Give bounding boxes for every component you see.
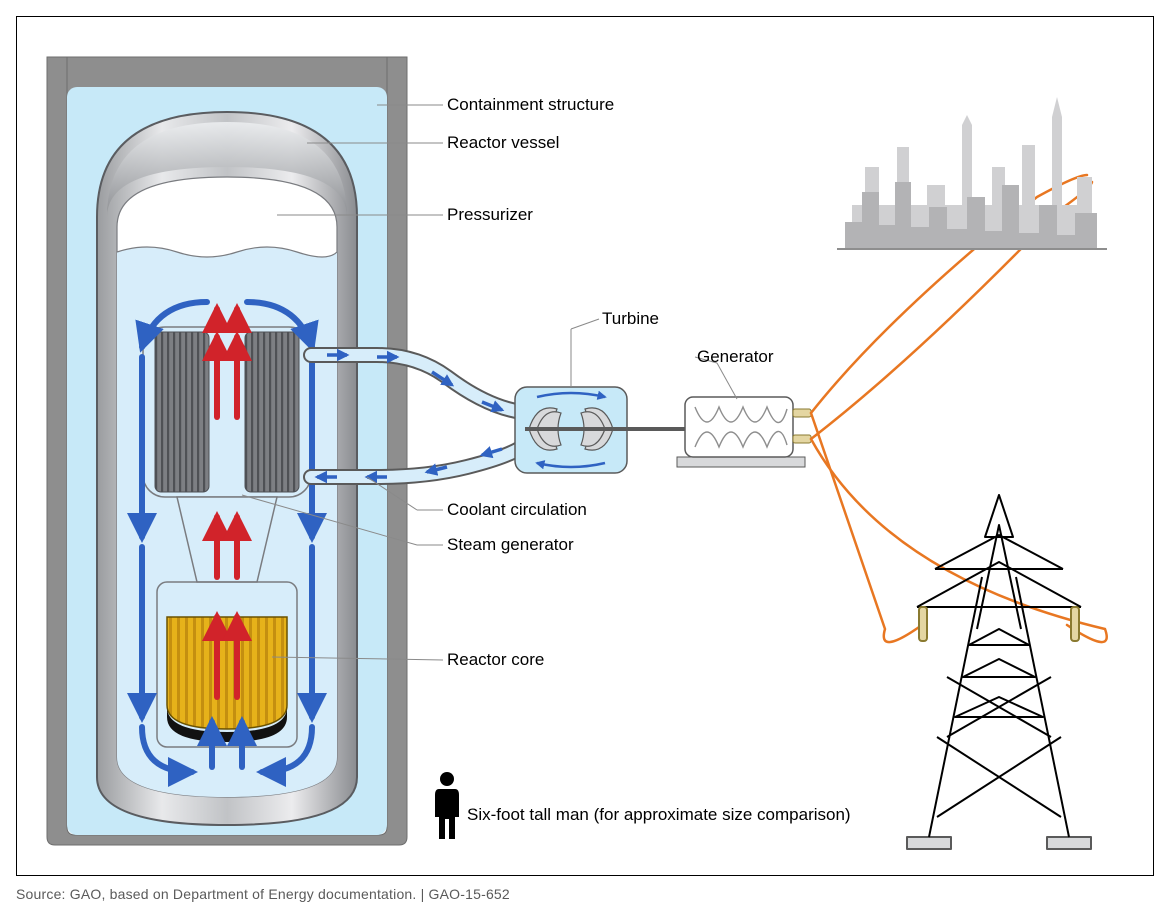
- label-reactor-vessel: Reactor vessel: [447, 133, 559, 153]
- city-skyline: [837, 97, 1107, 249]
- label-reactor-core: Reactor core: [447, 650, 544, 670]
- diagram-svg: [17, 17, 1153, 875]
- turbine: [515, 387, 685, 473]
- label-pressurizer: Pressurizer: [447, 205, 533, 225]
- label-turbine: Turbine: [602, 309, 659, 329]
- source-attribution: Source: GAO, based on Department of Ener…: [16, 886, 1152, 902]
- label-size-comparison: Six-foot tall man (for approximate size …: [467, 805, 851, 825]
- label-containment-structure: Containment structure: [447, 95, 614, 115]
- label-coolant-circulation: Coolant circulation: [447, 500, 587, 520]
- label-steam-generator: Steam generator: [447, 535, 574, 555]
- transmission-tower: [907, 495, 1091, 849]
- label-generator: Generator: [697, 347, 774, 367]
- diagram-frame: Containment structure Reactor vessel Pre…: [16, 16, 1154, 876]
- generator: [677, 397, 811, 467]
- man-icon: [435, 772, 459, 839]
